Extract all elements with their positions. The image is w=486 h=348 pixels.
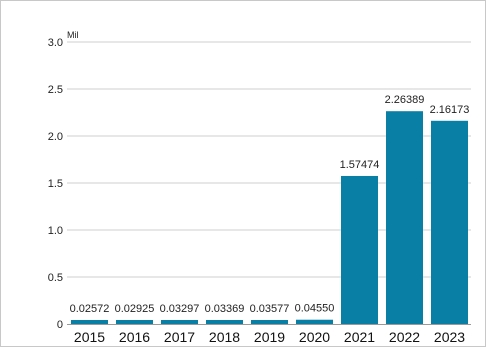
data-label: 0.02572 <box>70 303 110 315</box>
bars <box>71 111 468 325</box>
x-tick-label: 2023 <box>434 329 465 345</box>
y-tick-label: 0 <box>57 319 63 331</box>
y-tick-label: 1.0 <box>48 225 63 237</box>
x-tick-label: 2017 <box>164 329 195 345</box>
bar <box>116 320 153 324</box>
bar <box>341 175 378 324</box>
y-tick-label: 3.0 <box>48 37 63 49</box>
data-label: 1.57474 <box>340 159 380 171</box>
data-label: 0.03297 <box>160 303 200 315</box>
bar <box>71 320 108 324</box>
y-tick-label: 2.5 <box>48 84 63 96</box>
bar <box>206 320 243 324</box>
y-tick-label: 1.5 <box>48 178 63 190</box>
x-tick-label: 2018 <box>209 329 240 345</box>
y-tick-label: 0.5 <box>48 272 63 284</box>
bar <box>296 319 333 324</box>
x-tick-label: 2022 <box>389 329 420 345</box>
bar <box>251 320 288 324</box>
x-tick-label: 2015 <box>74 329 105 345</box>
x-tick-label: 2019 <box>254 329 285 345</box>
data-label: 0.02925 <box>115 303 155 315</box>
x-tick-label: 2021 <box>344 329 375 345</box>
x-tick-label: 2020 <box>299 329 330 345</box>
y-axis: 0 0.5 1.0 1.5 2.0 2.5 3.0 <box>48 37 63 331</box>
data-label: 2.26389 <box>385 94 425 106</box>
data-label: 0.03369 <box>205 303 245 315</box>
unit-label: Mil <box>67 30 79 40</box>
x-tick-label: 2016 <box>119 329 150 345</box>
data-label: 2.16173 <box>430 104 470 116</box>
bar <box>386 111 423 325</box>
data-labels: 0.02572 0.02925 0.03297 0.03369 0.03577 0.045… <box>70 94 470 315</box>
y-tick-label: 2.0 <box>48 131 63 143</box>
data-label: 0.03577 <box>250 303 290 315</box>
bar <box>431 120 468 324</box>
data-label: 0.04550 <box>295 303 335 315</box>
x-axis: 2015 2016 2017 2018 2019 2020 2021 2022 2023 <box>67 324 471 345</box>
bar <box>161 320 198 324</box>
